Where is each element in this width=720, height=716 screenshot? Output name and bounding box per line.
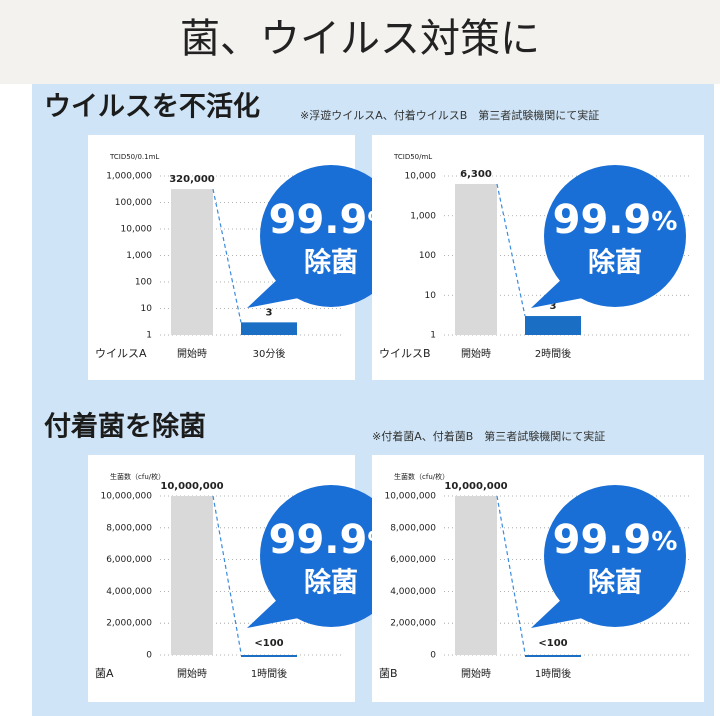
value-label: 3: [266, 307, 273, 318]
y-tick-label: 10: [141, 304, 153, 314]
series-label: ウイルスB: [379, 347, 431, 360]
section-heading: ウイルスを不活化: [44, 92, 260, 123]
x-tick-label: 開始時: [461, 667, 491, 680]
value-label: 6,300: [460, 169, 492, 180]
section-note: ※浮遊ウイルスA、付着ウイルスB 第三者試験機関にて実証: [300, 108, 599, 122]
y-tick-label: 1: [146, 331, 152, 341]
badge-number-value: 99.9: [553, 517, 652, 563]
badge: [260, 165, 402, 307]
y-tick-label: 1,000,000: [106, 172, 152, 182]
x-tick-label: 2時間後: [535, 347, 571, 360]
badge-number-value: 99.9: [269, 197, 368, 243]
y-tick-label: 10,000: [121, 225, 153, 235]
value-label: 10,000,000: [444, 481, 507, 492]
y-tick-label: 10,000,000: [100, 492, 152, 502]
y-tick-label: 0: [146, 651, 152, 661]
y-tick-label: 8,000,000: [106, 523, 152, 533]
bar: [241, 322, 297, 335]
y-axis-label: TCID50/0.1mL: [109, 153, 159, 161]
y-axis-label: 生菌数（cfu/枚）: [110, 472, 165, 481]
bar: [525, 654, 581, 657]
badge-number: 99.9%: [553, 197, 678, 243]
section-note: ※付着菌A、付着菌B 第三者試験機関にて実証: [372, 429, 605, 443]
badge: [544, 165, 686, 307]
connector: [212, 188, 242, 323]
badge-text: 除菌: [304, 247, 358, 279]
value-label: <100: [254, 638, 283, 649]
series-label: ウイルスA: [95, 347, 147, 360]
y-tick-label: 1,000: [410, 211, 436, 221]
badge-tail: [531, 276, 593, 308]
badge-unit: %: [651, 207, 677, 237]
bar: [455, 183, 497, 335]
x-tick-label: 開始時: [177, 667, 207, 680]
badge-number: 99.9%: [553, 517, 678, 563]
value-label: 10,000,000: [160, 481, 223, 492]
y-tick-label: 2,000,000: [390, 619, 436, 629]
badge-unit: %: [651, 527, 677, 557]
y-tick-label: 0: [430, 651, 436, 661]
bar: [455, 496, 497, 655]
badge-text: 除菌: [588, 567, 642, 599]
badge-tail: [531, 596, 593, 628]
y-tick-label: 6,000,000: [106, 555, 152, 565]
y-tick-label: 2,000,000: [106, 619, 152, 629]
y-axis-label: 生菌数（cfu/枚）: [394, 472, 449, 481]
connector: [212, 495, 242, 654]
y-tick-label: 100,000: [115, 198, 152, 208]
bar: [171, 189, 213, 335]
y-tick-label: 10,000,000: [384, 492, 436, 502]
y-tick-label: 10,000: [405, 172, 437, 182]
y-tick-label: 100: [419, 251, 436, 261]
y-tick-label: 8,000,000: [390, 523, 436, 533]
x-tick-label: 開始時: [461, 347, 491, 360]
x-tick-label: 1時間後: [535, 667, 571, 680]
value-label: <100: [538, 638, 567, 649]
y-tick-label: 10: [425, 291, 437, 301]
value-label: 3: [550, 301, 557, 312]
y-tick-label: 1,000: [126, 251, 152, 261]
badge-tail: [247, 276, 309, 308]
bar: [525, 316, 581, 335]
series-label: 菌B: [379, 667, 398, 680]
x-tick-label: 1時間後: [251, 667, 287, 680]
badge-text: 除菌: [588, 247, 642, 279]
y-tick-label: 6,000,000: [390, 555, 436, 565]
y-axis-label: TCID50/mL: [393, 153, 432, 161]
connector: [496, 495, 526, 654]
bar: [171, 496, 213, 655]
y-tick-label: 4,000,000: [390, 587, 436, 597]
y-tick-label: 100: [135, 278, 152, 288]
x-tick-label: 開始時: [177, 347, 207, 360]
y-tick-label: 1: [430, 331, 436, 341]
value-label: 320,000: [169, 174, 215, 185]
badge: [544, 485, 686, 627]
header-band: [0, 0, 720, 84]
page-title: 菌、ウイルス対策に: [180, 16, 540, 62]
badge-number-value: 99.9: [269, 517, 368, 563]
badge-tail: [247, 596, 309, 628]
section-heading: 付着菌を除菌: [44, 411, 206, 443]
bar: [241, 654, 297, 657]
connector: [496, 183, 526, 317]
badge: [260, 485, 402, 627]
badge-text: 除菌: [304, 567, 358, 599]
x-tick-label: 30分後: [253, 347, 286, 360]
y-tick-label: 4,000,000: [106, 587, 152, 597]
series-label: 菌A: [95, 667, 114, 680]
badge-number-value: 99.9: [553, 197, 652, 243]
